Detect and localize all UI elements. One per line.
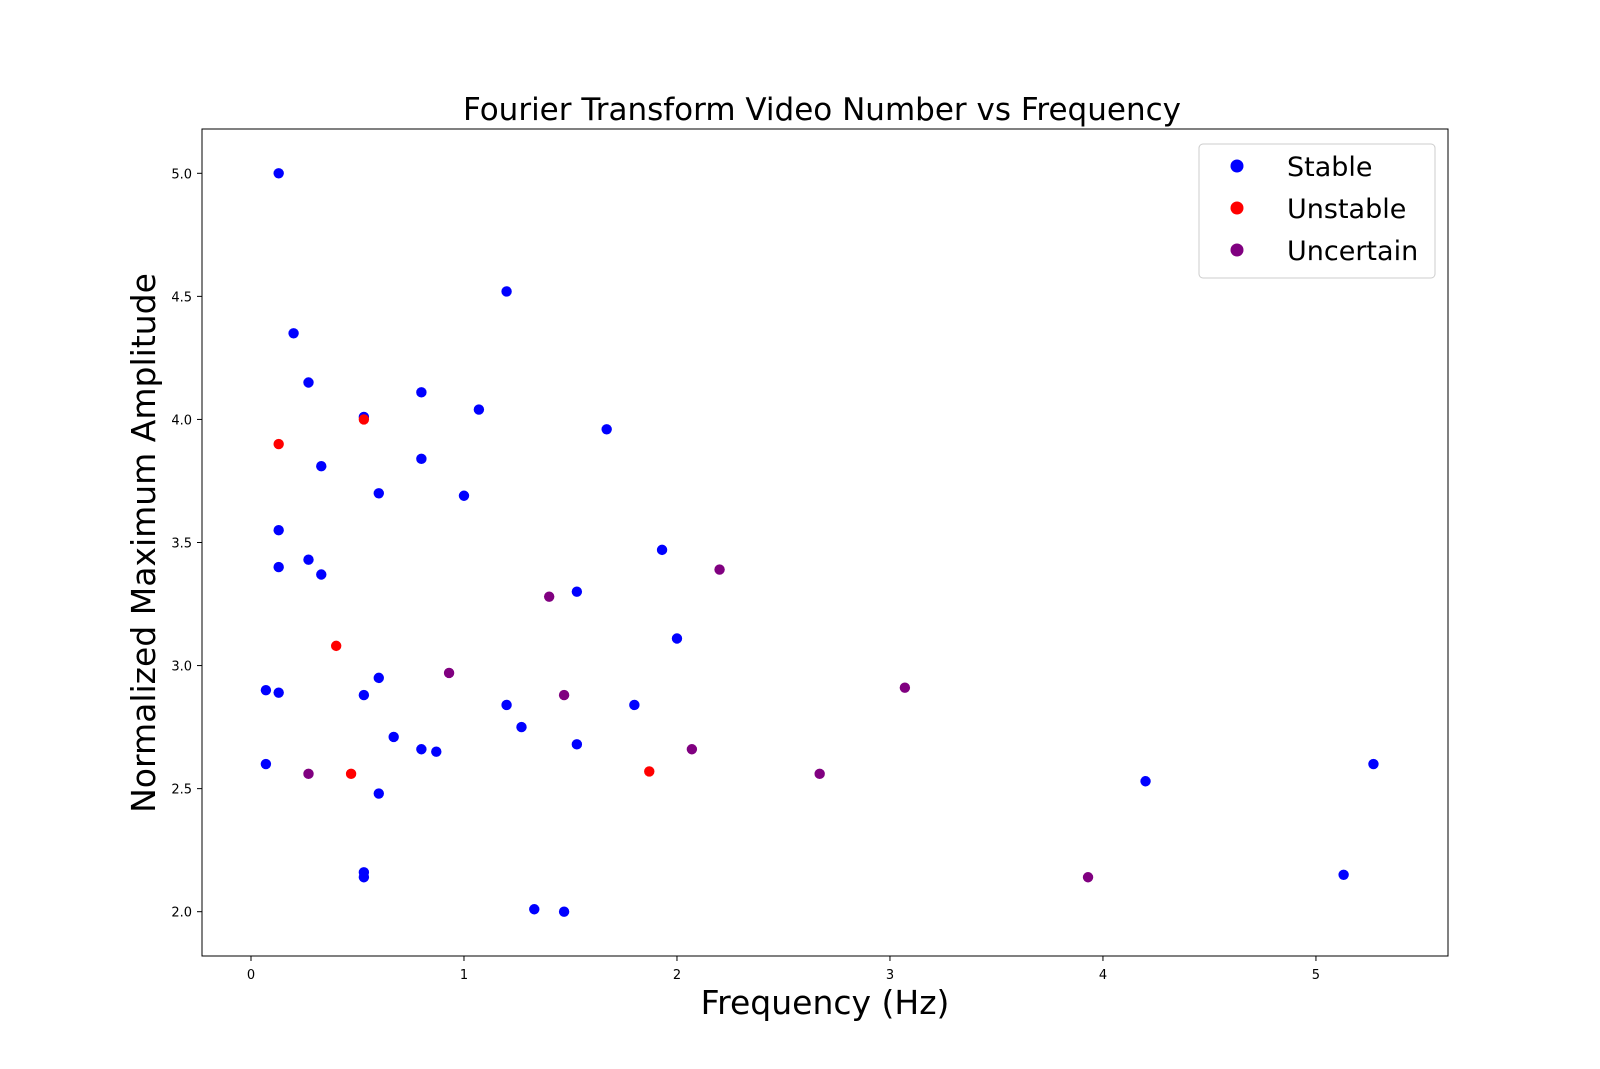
y-tick-label: 2.5 xyxy=(171,783,192,798)
legend-label: Stable xyxy=(1287,152,1373,183)
legend-marker xyxy=(1230,159,1244,173)
data-point xyxy=(416,387,427,398)
data-point xyxy=(260,758,272,770)
data-point xyxy=(358,867,370,878)
data-point xyxy=(571,739,583,750)
data-point xyxy=(388,731,399,743)
legend-label: Unstable xyxy=(1287,194,1406,225)
data-point xyxy=(273,687,284,698)
data-point xyxy=(899,682,911,693)
x-axis-ticks: 0 1 2 3 4 5 xyxy=(247,956,1320,983)
x-tick-label: 0 xyxy=(247,968,255,983)
data-point xyxy=(644,766,655,777)
data-point xyxy=(373,672,384,684)
y-tick-label: 3.5 xyxy=(171,537,192,552)
x-tick-label: 5 xyxy=(1312,968,1320,983)
data-point xyxy=(431,746,442,757)
data-point xyxy=(458,490,470,501)
legend-entries: Stable Unstable Uncertain xyxy=(1230,152,1418,267)
data-point xyxy=(543,591,555,602)
y-tick-label: 5.0 xyxy=(171,167,192,182)
y-tick-label: 2.0 xyxy=(171,906,192,921)
data-point xyxy=(303,377,314,388)
data-point xyxy=(1140,776,1151,787)
y-axis-label: Normalized Maximum Amplitude xyxy=(124,273,163,813)
data-point xyxy=(358,414,370,425)
data-point xyxy=(529,904,540,915)
data-point xyxy=(671,633,683,644)
x-tick-label: 2 xyxy=(673,968,681,983)
data-point xyxy=(260,684,272,696)
data-point xyxy=(558,906,570,917)
data-point xyxy=(473,404,485,415)
data-point xyxy=(345,768,357,780)
data-point xyxy=(316,461,327,472)
y-tick-label: 4.0 xyxy=(171,413,192,428)
data-point xyxy=(358,689,370,701)
data-point xyxy=(330,640,342,652)
data-point xyxy=(501,699,512,711)
data-point xyxy=(416,453,427,465)
data-point xyxy=(288,328,299,339)
data-point xyxy=(1368,758,1379,770)
data-point xyxy=(1082,872,1094,883)
legend-label: Uncertain xyxy=(1287,236,1418,267)
data-point xyxy=(303,554,314,565)
legend-marker xyxy=(1230,243,1244,257)
legend-marker xyxy=(1230,201,1244,215)
data-point xyxy=(273,524,284,536)
data-point xyxy=(303,768,314,780)
data-point xyxy=(316,569,327,580)
data-point xyxy=(1338,869,1349,880)
data-point xyxy=(501,286,512,297)
chart-title: Fourier Transform Video Number vs Freque… xyxy=(463,92,1181,128)
legend-frame xyxy=(1198,143,1436,279)
y-tick-label: 4.5 xyxy=(171,290,192,305)
data-point xyxy=(814,768,825,780)
data-point xyxy=(714,564,725,575)
x-tick-label: 1 xyxy=(460,968,468,983)
x-tick-label: 4 xyxy=(1099,968,1107,983)
x-axis-label: Frequency (Hz) xyxy=(701,983,950,1022)
data-point xyxy=(373,788,384,799)
points-layer xyxy=(260,168,1379,917)
data-point xyxy=(686,744,698,755)
x-tick-label: 3 xyxy=(886,968,894,983)
data-point xyxy=(273,561,284,573)
data-point xyxy=(416,744,427,755)
data-point xyxy=(516,721,527,733)
data-point xyxy=(656,544,668,556)
data-point xyxy=(601,424,612,435)
data-point xyxy=(273,168,284,179)
y-axis-ticks: 2.0 2.5 3.0 3.5 4.0 4.5 5.0 xyxy=(171,167,202,921)
data-point xyxy=(443,667,455,679)
legend: Stable Unstable Uncertain xyxy=(1198,143,1436,279)
data-point xyxy=(558,689,570,701)
data-point xyxy=(273,438,284,450)
data-point xyxy=(629,699,640,711)
data-point xyxy=(373,488,384,499)
data-point xyxy=(571,586,583,597)
y-tick-label: 3.0 xyxy=(171,660,192,675)
